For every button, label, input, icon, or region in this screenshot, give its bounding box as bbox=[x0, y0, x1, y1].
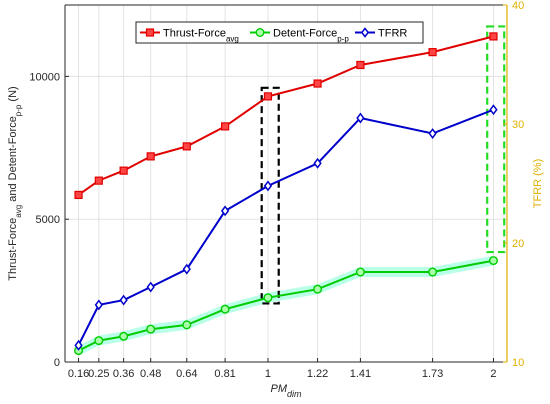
tfrr-point bbox=[146, 281, 155, 293]
x-tick-label: 1.73 bbox=[422, 368, 443, 380]
tfrr-point bbox=[182, 263, 191, 275]
thrust-point bbox=[74, 190, 83, 200]
series-layer bbox=[74, 32, 498, 356]
thrust-point bbox=[356, 60, 365, 70]
axes: 0.160.25 0.36 0.48 0.64 0.81 1 1.22 1.41 1.73 205… bbox=[7, 0, 544, 399]
thrust-legend-label: Thrust-Forceavg bbox=[163, 28, 239, 44]
tfrr-point bbox=[489, 104, 498, 116]
y-right-tick-label: 20 bbox=[512, 238, 524, 250]
highlight-boxes bbox=[260, 25, 506, 305]
y-left-tick-label: 5000 bbox=[36, 214, 60, 226]
thrust-point bbox=[119, 166, 128, 175]
thrust-point bbox=[489, 32, 498, 41]
x-tick-label: 0.36 bbox=[113, 368, 134, 380]
x-axis-title: PMdim bbox=[270, 383, 302, 399]
y-left-title-sub2: p-p bbox=[14, 104, 23, 116]
detent-legend-marker bbox=[255, 28, 265, 38]
detent-point bbox=[146, 324, 156, 334]
y-left-title-part2: and Detent-Force bbox=[7, 116, 19, 205]
detent-point bbox=[488, 256, 498, 266]
thrust-point bbox=[221, 122, 230, 131]
x-axis-title-sub: dim bbox=[287, 389, 302, 399]
detent-band bbox=[78, 255, 494, 356]
thrust-point bbox=[182, 142, 191, 151]
tfrr-legend-marker bbox=[360, 27, 370, 38]
y-right-tick-label: 40 bbox=[512, 0, 524, 12]
y-left-title-part3: (N) bbox=[7, 86, 19, 104]
detent-point bbox=[355, 267, 365, 277]
x-tick-label: 0.25 bbox=[88, 368, 109, 380]
thrust-point bbox=[313, 79, 322, 88]
x-tick-label: 1.22 bbox=[307, 368, 328, 380]
thrust-legend-label-base: Thrust-Force bbox=[163, 28, 226, 40]
legend: Thrust-Forceavg Detent-Forcep-p TFRR bbox=[135, 21, 424, 44]
detent-point bbox=[119, 331, 129, 341]
thrust-point bbox=[94, 176, 103, 185]
detent-point bbox=[94, 336, 104, 346]
tfrr-legend-label-base: TFRR bbox=[378, 28, 407, 40]
thrust-point bbox=[428, 48, 437, 57]
x-tick-label: 1 bbox=[265, 368, 271, 380]
tfrr-point bbox=[74, 339, 83, 351]
tfrr-point bbox=[94, 299, 103, 311]
detent-legend-label-sub: p-p bbox=[337, 34, 349, 43]
detent-point bbox=[428, 267, 438, 277]
x-tick-label: 2 bbox=[490, 368, 496, 380]
tfrr-point bbox=[263, 180, 273, 192]
x-axis-title-main: PM bbox=[270, 383, 287, 395]
y-left-title-part1: Thrust-Force bbox=[7, 218, 19, 281]
tfrr-legend-label: TFRR bbox=[378, 28, 407, 40]
y-left-tick-label: 0 bbox=[54, 357, 60, 369]
thrust-point bbox=[146, 152, 155, 161]
grid bbox=[65, 5, 507, 362]
detent-point bbox=[313, 284, 323, 294]
legend-box bbox=[135, 21, 424, 44]
y-right-axis-title: TFRR (%) bbox=[532, 159, 544, 209]
y-left-axis-title: Thrust-Forceavg and Detent-Forcep-p (N) bbox=[7, 86, 23, 280]
y-left-tick-label: 10000 bbox=[29, 71, 60, 83]
detent-legend-label-base: Detent-Force bbox=[273, 28, 337, 40]
y-left-title-sub1: avg bbox=[14, 205, 23, 218]
x-tick-label: 1.41 bbox=[350, 368, 371, 380]
detent-legend-label: Detent-Forcep-p bbox=[273, 28, 349, 44]
tfrr-point bbox=[313, 157, 322, 169]
detent-point bbox=[182, 320, 192, 330]
detent-highlight-band bbox=[78, 255, 494, 356]
tfrr-point bbox=[220, 205, 230, 217]
x-tick-label: 0.64 bbox=[176, 368, 197, 380]
y-right-tick-label: 30 bbox=[512, 119, 524, 131]
thrust-legend-label-sub: avg bbox=[226, 34, 239, 43]
tfrr-point bbox=[356, 112, 365, 124]
thrust-point bbox=[263, 92, 273, 101]
detent-point bbox=[263, 293, 273, 303]
x-tick-label: 0.81 bbox=[214, 368, 235, 380]
x-tick-label: 0.48 bbox=[140, 368, 161, 380]
black-dashed-box bbox=[260, 86, 280, 305]
tfrr-point bbox=[428, 128, 437, 139]
plot-area bbox=[65, 5, 507, 362]
thrust-legend-marker bbox=[145, 28, 155, 37]
tfrr-point bbox=[119, 294, 128, 306]
detent-point bbox=[220, 304, 230, 314]
x-tick-label: 0.16 bbox=[68, 368, 89, 380]
y-right-tick-label: 10 bbox=[512, 357, 524, 369]
